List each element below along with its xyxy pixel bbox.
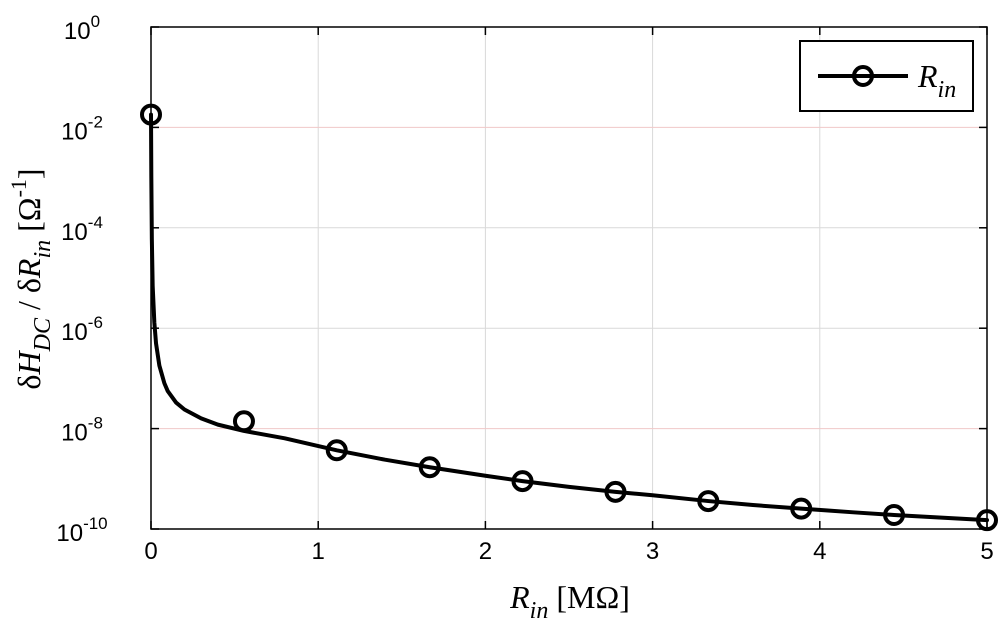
- y-axis-label-H: H: [11, 349, 47, 375]
- x-axis-label-main: R: [509, 579, 530, 615]
- y-tick-label-exponent: -8: [88, 414, 103, 433]
- y-tick-label: 100: [64, 12, 100, 45]
- data-point: [511, 470, 534, 493]
- y-tick-label: 10-2: [61, 112, 103, 145]
- y-axis-label-sub1: DC: [30, 317, 56, 352]
- y-tick-label-base: 10: [61, 420, 88, 447]
- series-line: [149, 112, 989, 523]
- y-axis-label-R: R: [11, 258, 47, 279]
- y-tick-label-base: 10: [61, 219, 88, 246]
- y-tick-label: 10-4: [61, 213, 103, 246]
- y-axis-label-unit-open: [Ω: [11, 197, 47, 231]
- x-tick-label: 4: [813, 538, 826, 565]
- x-tick-labels: 0 1 2 3 4 5: [144, 538, 993, 565]
- data-point: [604, 480, 627, 503]
- data-point: [418, 456, 441, 479]
- legend-entry: Rin: [917, 58, 956, 103]
- data-point: [883, 504, 906, 527]
- legend-entry-sub: in: [938, 77, 957, 103]
- x-axis-label-unit: [MΩ]: [556, 579, 630, 615]
- data-point: [697, 490, 720, 513]
- x-axis-label: Rin [MΩ]: [509, 579, 630, 624]
- data-point: [140, 103, 162, 126]
- y-axis-label-slash: /: [11, 293, 47, 318]
- y-axis-label-sub2: in: [30, 240, 56, 259]
- y-axis-label-unit-exp: -1: [6, 179, 31, 197]
- y-axis-label-delta1: δ: [11, 374, 47, 389]
- series-layer: [140, 103, 998, 532]
- data-point: [232, 410, 255, 433]
- y-tick-label-base: 10: [61, 118, 88, 145]
- x-tick-label: 5: [980, 538, 993, 565]
- y-tick-label-base: 10: [64, 18, 91, 45]
- y-tick-label-exponent: -6: [88, 313, 103, 332]
- x-tick-label: 2: [479, 538, 492, 565]
- y-axis-label-delta2: δ: [11, 278, 47, 293]
- data-point: [325, 439, 348, 462]
- legend-entry-main: R: [917, 58, 938, 94]
- y-tick-label-exponent: -4: [88, 213, 103, 232]
- y-tick-label-exponent: -10: [83, 514, 108, 533]
- y-tick-label: 10-10: [56, 514, 107, 547]
- data-point: [790, 497, 813, 520]
- x-axis-label-sub: in: [530, 598, 549, 624]
- y-tick-label-base: 10: [56, 520, 83, 547]
- legend-marker: [852, 65, 874, 87]
- y-axis-label-unit-close: ]: [11, 168, 47, 179]
- y-tick-label: 10-6: [61, 313, 103, 346]
- y-tick-label-exponent: 0: [91, 12, 100, 31]
- data-point: [976, 509, 998, 532]
- x-tick-label: 1: [312, 538, 325, 565]
- x-tick-label: 0: [144, 538, 157, 565]
- legend: Rin: [799, 40, 974, 112]
- x-tick-label: 3: [646, 538, 659, 565]
- y-axis-label: δHDC / δRin[Ω-1]: [6, 168, 56, 389]
- y-tick-label-base: 10: [61, 319, 88, 346]
- y-tick-label-exponent: -2: [88, 112, 103, 131]
- y-tick-label: 10-8: [61, 414, 103, 447]
